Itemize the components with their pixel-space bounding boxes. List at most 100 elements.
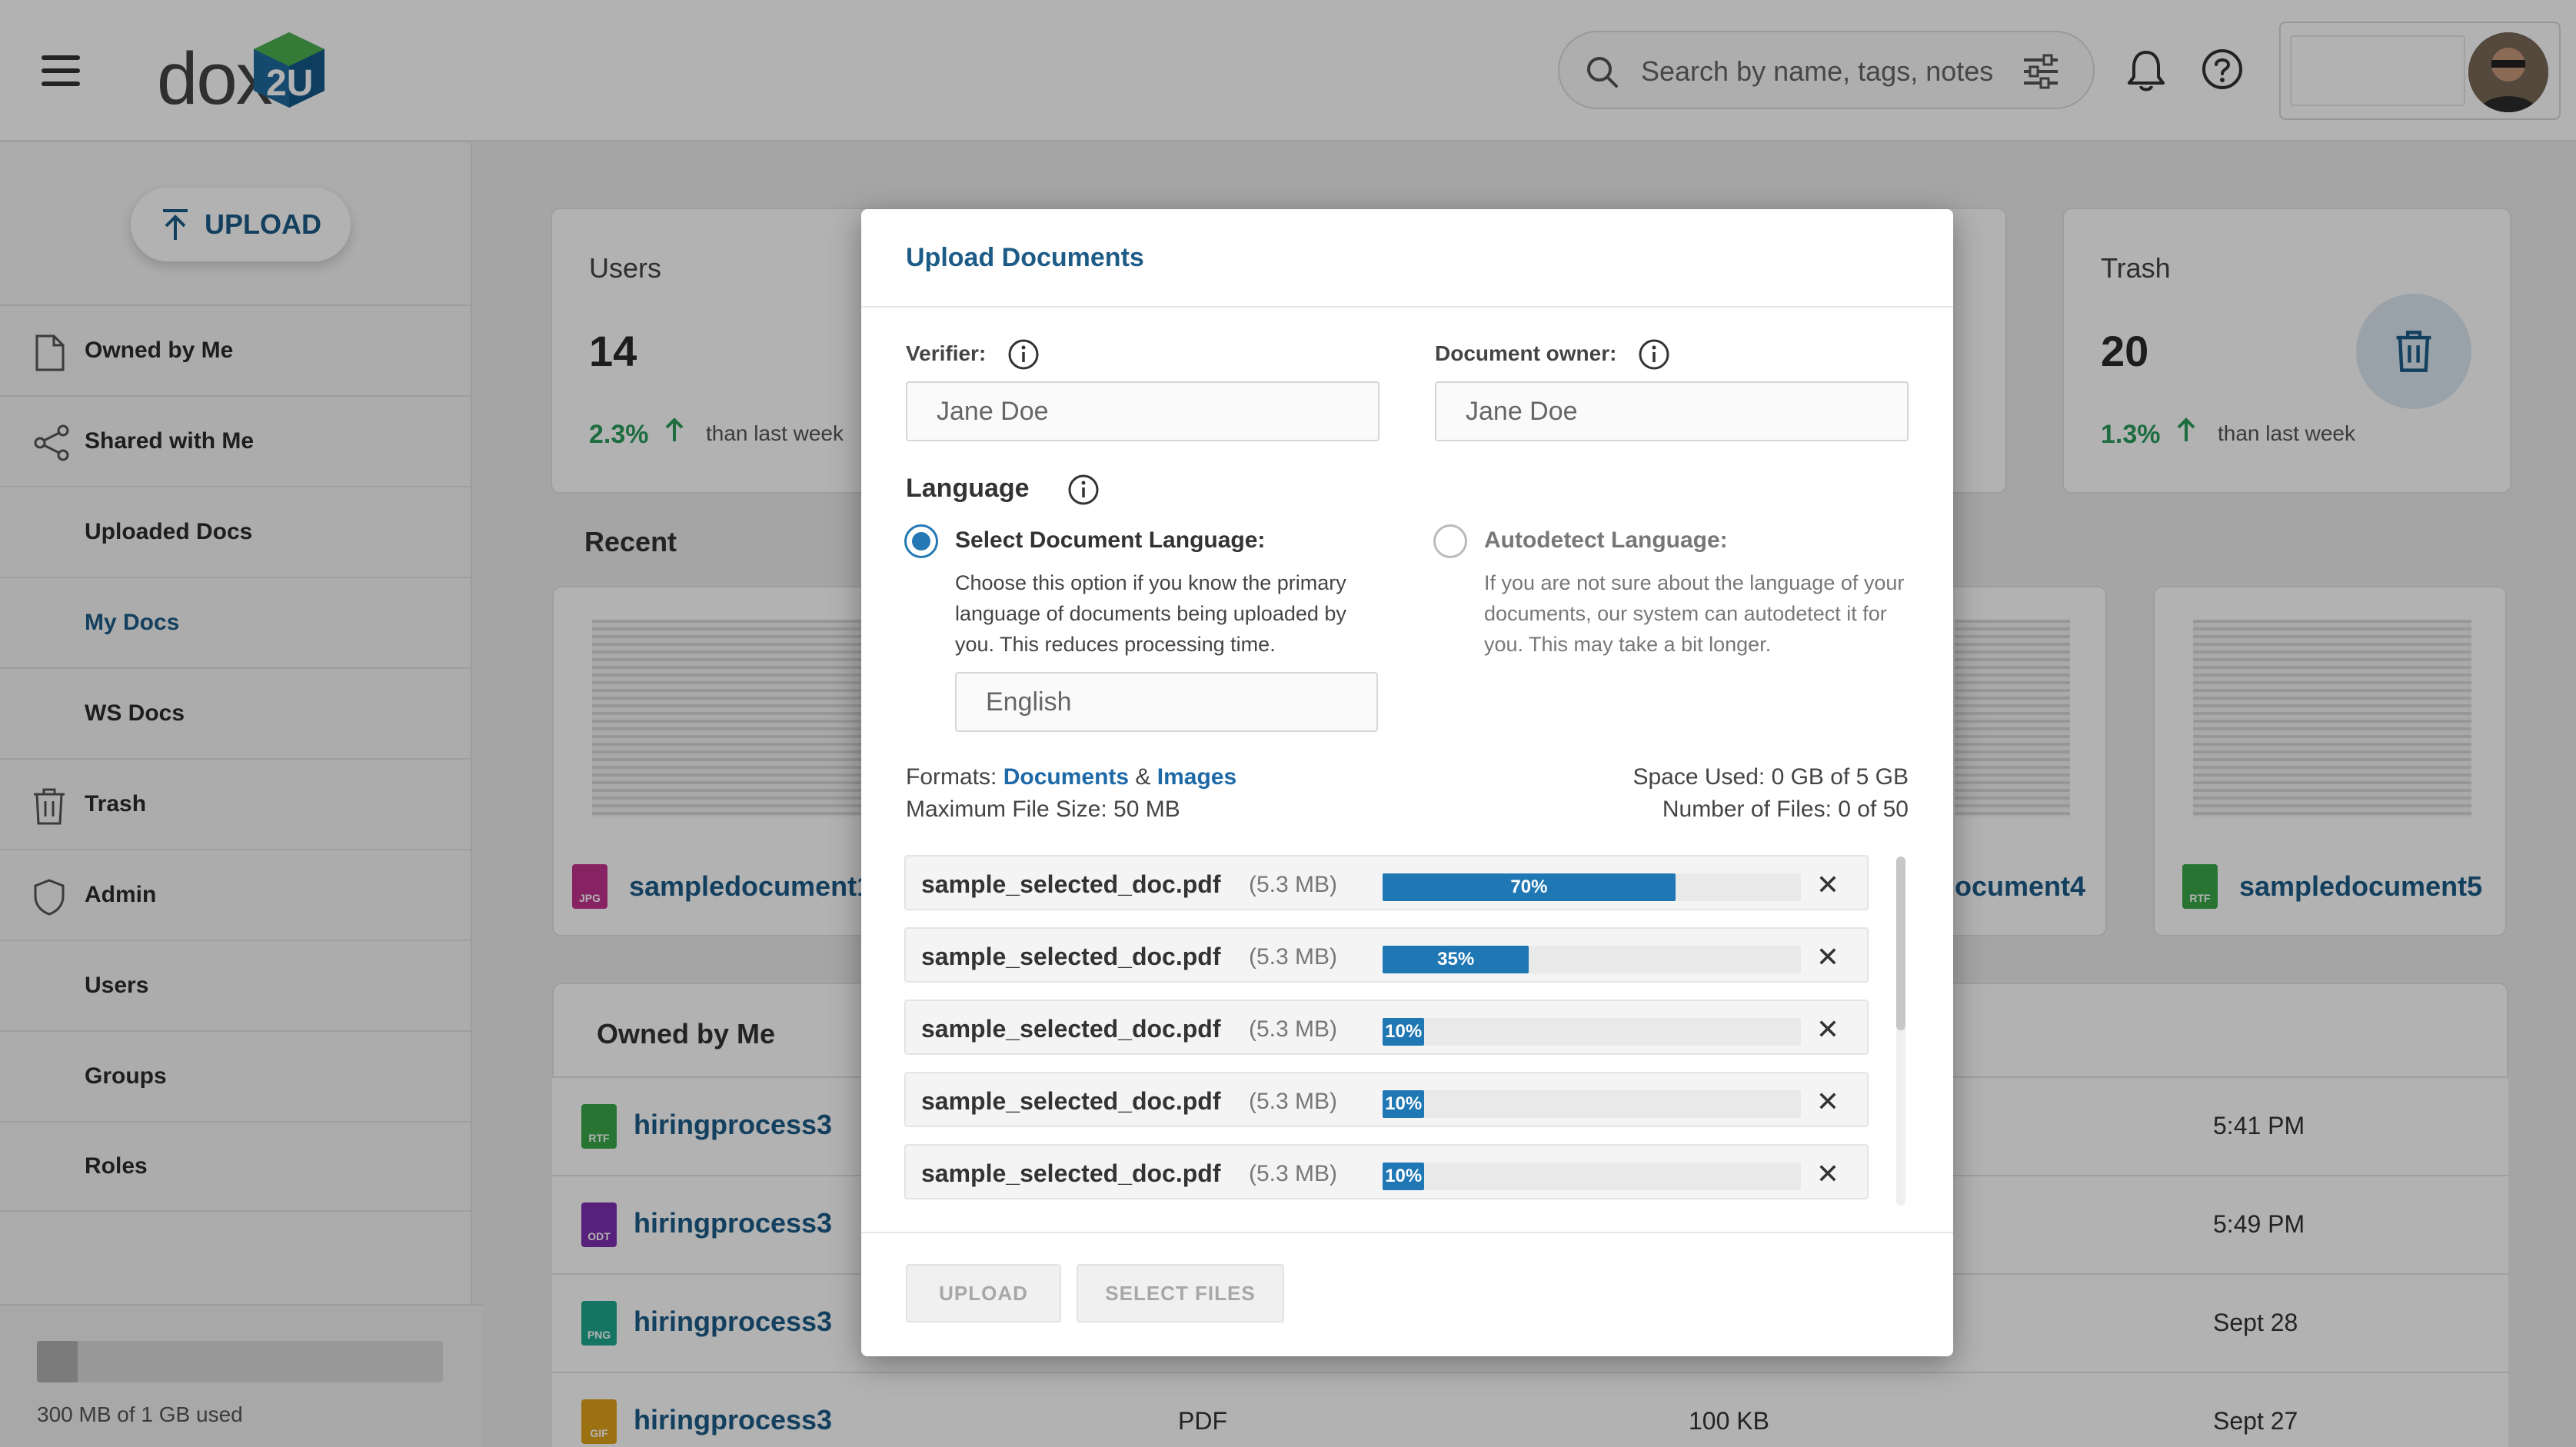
sidebar-item-label: Trash <box>85 791 147 817</box>
recent-file-name[interactable]: ocument4 <box>1955 870 2086 902</box>
select-files-button[interactable]: SELECT FILES <box>1077 1264 1284 1322</box>
upload-documents-modal: Upload Documents Verifier: Jane Doe Docu… <box>861 209 1953 1356</box>
stat-title: Users <box>589 252 662 284</box>
file-list-scrollbar[interactable] <box>1896 857 1905 1206</box>
svg-text:2U: 2U <box>266 63 313 104</box>
document-owner-field[interactable]: Jane Doe <box>1435 381 1909 441</box>
remove-file-button[interactable]: ✕ <box>1816 869 1839 900</box>
remove-file-button[interactable]: ✕ <box>1816 1013 1839 1045</box>
file-size: (5.3 MB) <box>1249 1016 1338 1042</box>
share-icon <box>34 424 69 461</box>
png-file-icon: PNG <box>581 1301 617 1346</box>
file-row: sample_selected_doc.pdf (5.3 MB) 70% ✕ <box>904 855 1869 910</box>
shield-icon <box>34 879 65 916</box>
search-bar[interactable]: Search by name, tags, notes <box>1558 31 2095 109</box>
dox2u-logo[interactable]: dox 2U <box>157 20 334 120</box>
help-icon[interactable] <box>2201 48 2244 91</box>
language-title: Language <box>906 474 1030 503</box>
remove-file-button[interactable]: ✕ <box>1816 941 1839 973</box>
verifier-field[interactable]: Jane Doe <box>906 381 1380 441</box>
language-select[interactable]: English <box>955 672 1378 732</box>
select-language-radio[interactable] <box>904 524 938 558</box>
info-icon[interactable] <box>1638 338 1670 371</box>
remove-file-button[interactable]: ✕ <box>1816 1086 1839 1117</box>
arrow-up-icon <box>2177 417 2195 441</box>
file-row: sample_selected_doc.pdf (5.3 MB) 10% ✕ <box>904 1072 1869 1127</box>
storage-usage-bar <box>37 1341 443 1382</box>
sidebar-item-my-docs[interactable]: My Docs <box>0 577 471 667</box>
upload-progress-fill: 35% <box>1383 946 1529 973</box>
trash-icon <box>2396 331 2431 372</box>
table-row[interactable]: GIF hiringprocess3 PDF 100 KB Sept 27 <box>552 1372 2508 1447</box>
profile-name-box <box>2290 35 2465 106</box>
upload-progress-fill: 10% <box>1383 1090 1425 1118</box>
sidebar-item-groups[interactable]: Groups <box>0 1030 471 1121</box>
file-date: Sept 28 <box>2213 1309 2298 1336</box>
upload-button[interactable]: UPLOAD <box>131 188 351 261</box>
search-input[interactable]: Search by name, tags, notes <box>1641 55 1994 87</box>
upload-progress-fill: 10% <box>1383 1163 1425 1190</box>
scrollbar-thumb[interactable] <box>1896 857 1905 1030</box>
filter-sliders-icon[interactable] <box>2022 54 2059 89</box>
file-type: PDF <box>1178 1407 1227 1435</box>
menu-icon[interactable] <box>42 55 80 86</box>
recent-title: Recent <box>584 526 677 557</box>
modal-header: Upload Documents <box>861 209 1953 308</box>
trash-circle[interactable] <box>2356 294 2471 409</box>
upload-submit-button[interactable]: UPLOAD <box>906 1264 1061 1322</box>
trash-stat-card[interactable]: Trash 20 1.3% than last week <box>2062 208 2511 494</box>
search-icon <box>1587 57 1618 88</box>
bell-icon[interactable] <box>2125 48 2167 94</box>
file-name: sample_selected_doc.pdf <box>921 943 1221 970</box>
stat-value: 14 <box>589 327 637 375</box>
stat-title: Trash <box>2101 252 2171 284</box>
recent-file-name[interactable]: sampledocument1 <box>629 870 873 902</box>
formats-documents-link[interactable]: Documents <box>1003 764 1130 790</box>
upload-progress-fill: 10% <box>1383 1018 1425 1046</box>
info-icon[interactable] <box>1067 474 1100 506</box>
autodetect-language-description: If you are not sure about the language o… <box>1484 571 1905 656</box>
sidebar-item-owned-by-me[interactable]: Owned by Me <box>0 304 471 395</box>
sidebar-item-roles[interactable]: Roles <box>0 1121 471 1212</box>
storage-panel: 300 MB of 1 GB used <box>0 1304 483 1447</box>
file-name: sample_selected_doc.pdf <box>921 1159 1221 1187</box>
sidebar-item-users[interactable]: Users <box>0 940 471 1030</box>
sidebar-item-shared-with-me[interactable]: Shared with Me <box>0 395 471 486</box>
avatar[interactable] <box>2468 32 2548 112</box>
file-name[interactable]: hiringprocess3 <box>634 1404 833 1435</box>
recent-file-name[interactable]: sampledocument5 <box>2239 870 2483 902</box>
profile-menu[interactable] <box>2279 22 2561 120</box>
file-name[interactable]: hiringprocess3 <box>634 1306 833 1337</box>
rtf-file-icon: RTF <box>581 1104 617 1149</box>
logo-cube-icon: 2U <box>254 32 324 108</box>
select-language-label[interactable]: Select Document Language: <box>955 527 1266 553</box>
file-name[interactable]: hiringprocess3 <box>634 1207 833 1239</box>
sidebar-item-label: Groups <box>85 1063 167 1089</box>
recent-file-card[interactable]: RTF sampledocument5 <box>2153 586 2507 936</box>
info-icon[interactable] <box>1007 338 1040 371</box>
sidebar-item-label: My Docs <box>85 610 180 635</box>
upload-progress-bar: 10% <box>1383 1018 1801 1046</box>
sidebar-item-uploaded-docs[interactable]: Uploaded Docs <box>0 486 471 577</box>
logo-wordmark: dox <box>157 38 273 120</box>
document-icon <box>35 334 65 371</box>
sidebar-item-label: Users <box>85 973 149 998</box>
sidebar-item-trash[interactable]: Trash <box>0 758 471 849</box>
file-date: 5:41 PM <box>2213 1112 2305 1139</box>
storage-usage-text: 300 MB of 1 GB used <box>37 1402 243 1426</box>
sidebar-item-label: Owned by Me <box>85 338 234 363</box>
selected-files-list: sample_selected_doc.pdf (5.3 MB) 70% ✕ s… <box>904 855 1869 1209</box>
number-of-files: Number of Files: 0 of 50 <box>1662 797 1909 822</box>
formats-label: Formats: <box>906 764 997 790</box>
autodetect-language-label[interactable]: Autodetect Language: <box>1484 527 1728 553</box>
file-name[interactable]: hiringprocess3 <box>634 1109 833 1140</box>
sidebar-item-ws-docs[interactable]: WS Docs <box>0 667 471 758</box>
upload-progress-bar: 10% <box>1383 1090 1801 1118</box>
sidebar-item-admin[interactable]: Admin <box>0 849 471 940</box>
formats-images-link[interactable]: Images <box>1157 764 1237 790</box>
file-date: 5:49 PM <box>2213 1210 2305 1238</box>
autodetect-language-radio[interactable] <box>1433 524 1467 558</box>
file-name: sample_selected_doc.pdf <box>921 1087 1221 1115</box>
remove-file-button[interactable]: ✕ <box>1816 1158 1839 1189</box>
upload-progress-fill: 70% <box>1383 873 1676 901</box>
